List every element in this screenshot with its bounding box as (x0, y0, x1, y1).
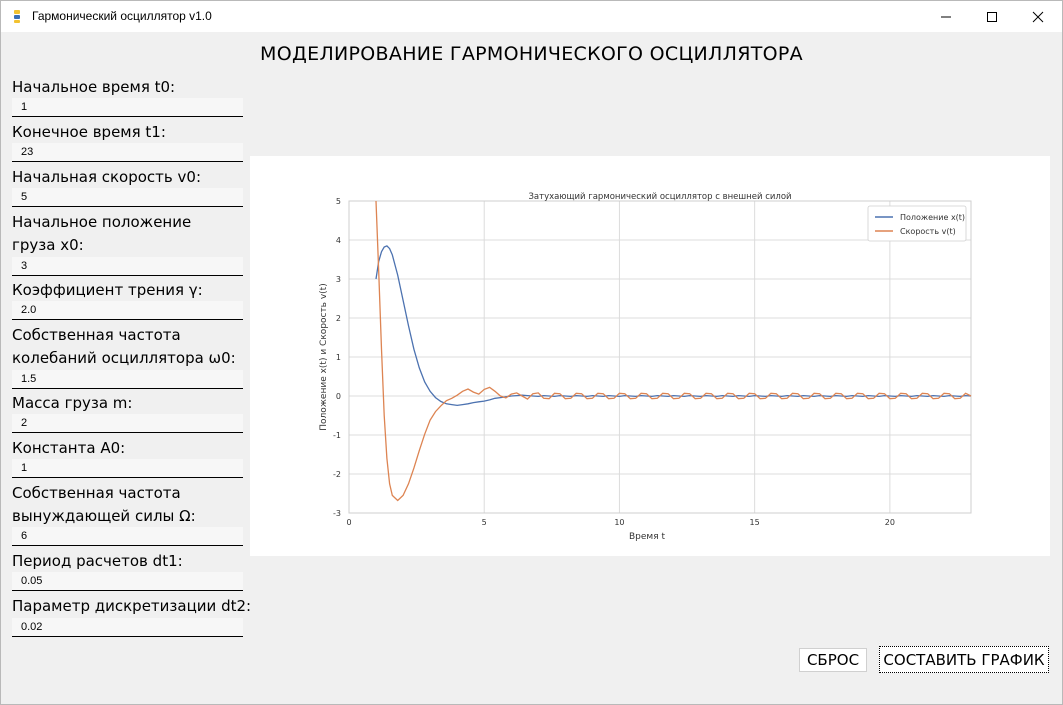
force-freq-label-line2: вынуждающей силы Ω: (12, 507, 196, 525)
t0-label: Начальное время t0: (12, 78, 176, 96)
plot-panel: 0 5 10 15 20 5 4 3 2 1 0 -1 -2 -3 Затухающий гармонич… (250, 156, 1050, 556)
reset-button[interactable]: СБРОС (799, 648, 867, 672)
build-plot-button[interactable]: СОСТАВИТЬ ГРАФИК (879, 646, 1049, 673)
omega0-label-line2: колебаний осциллятора ω0: (12, 349, 236, 367)
chart-title: Затухающий гармонический осциллятор с вн… (528, 192, 791, 202)
y-tick-label: 1 (336, 353, 341, 362)
x-tick-label: 15 (750, 518, 760, 527)
mass-input[interactable]: 2 (12, 414, 243, 433)
x-tick-label: 10 (614, 518, 624, 527)
mass-label: Масса груза m: (12, 394, 133, 412)
y-tick-label: 0 (336, 392, 341, 401)
window-title: Гармонический осциллятор v1.0 (32, 9, 212, 23)
y-tick-label: 3 (336, 275, 341, 284)
chart-legend: Положение x(t) Скорость v(t) (867, 205, 967, 242)
t0-input[interactable]: 1 (12, 98, 243, 117)
omega0-input[interactable]: 1.5 (12, 370, 243, 389)
y-tick-label: 2 (336, 314, 341, 323)
x0-label-line2: груза x0: (12, 236, 84, 254)
x-tick-label: 20 (885, 518, 895, 527)
x0-label-line1: Начальное положение (12, 213, 192, 231)
x-tick-label: 5 (482, 518, 487, 527)
dt2-input[interactable]: 0.02 (12, 618, 243, 637)
a0-label: Константа A0: (12, 439, 126, 457)
y-tick-label: -3 (333, 509, 341, 518)
dt2-label: Параметр дискретизации dt2: (12, 597, 252, 615)
x-axis-label: Время t (629, 532, 665, 542)
gamma-label: Коэффициент трения γ: (12, 281, 203, 299)
omega0-label-line1: Собственная частота (12, 326, 181, 344)
maximize-icon (987, 11, 997, 22)
y-tick-label: -1 (333, 431, 341, 440)
x0-input[interactable]: 3 (12, 257, 243, 276)
gamma-input[interactable]: 2.0 (12, 301, 243, 320)
v0-label: Начальная скорость v0: (12, 168, 201, 186)
dt1-input[interactable]: 0.05 (12, 572, 243, 591)
legend-label-position: Положение x(t) (900, 213, 965, 222)
position-series-line (375, 245, 972, 407)
t1-input[interactable]: 23 (12, 143, 243, 162)
app-logo-icon (14, 10, 20, 23)
close-icon (1032, 11, 1044, 22)
y-tick-label: -2 (333, 470, 341, 479)
minimize-button[interactable] (923, 1, 969, 32)
y-tick-label: 5 (336, 197, 341, 206)
force-freq-input[interactable]: 6 (12, 527, 243, 546)
page-title: МОДЕЛИРОВАНИЕ ГАРМОНИЧЕСКОГО ОСЦИЛЛЯТОРА (260, 43, 803, 65)
y-axis-label: Положение x(t) и Скорость v(t) (319, 283, 329, 430)
maximize-button[interactable] (969, 1, 1015, 32)
force-freq-label-line1: Собственная частота (12, 484, 181, 502)
legend-label-velocity: Скорость v(t) (900, 227, 956, 236)
close-button[interactable] (1015, 1, 1061, 32)
dt1-label: Период расчетов dt1: (12, 552, 183, 570)
velocity-series-line (375, 200, 972, 502)
y-tick-label: 4 (336, 236, 341, 245)
minimize-icon (941, 16, 951, 17)
t1-label: Конечное время t1: (12, 123, 166, 141)
a0-input[interactable]: 1 (12, 459, 243, 478)
title-bar[interactable]: Гармонический осциллятор v1.0 (1, 1, 1062, 32)
plot-frame (348, 200, 972, 514)
chart-series (375, 200, 972, 502)
x-tick-label: 0 (346, 518, 351, 527)
chart-grid (348, 200, 971, 514)
v0-input[interactable]: 5 (12, 188, 243, 207)
